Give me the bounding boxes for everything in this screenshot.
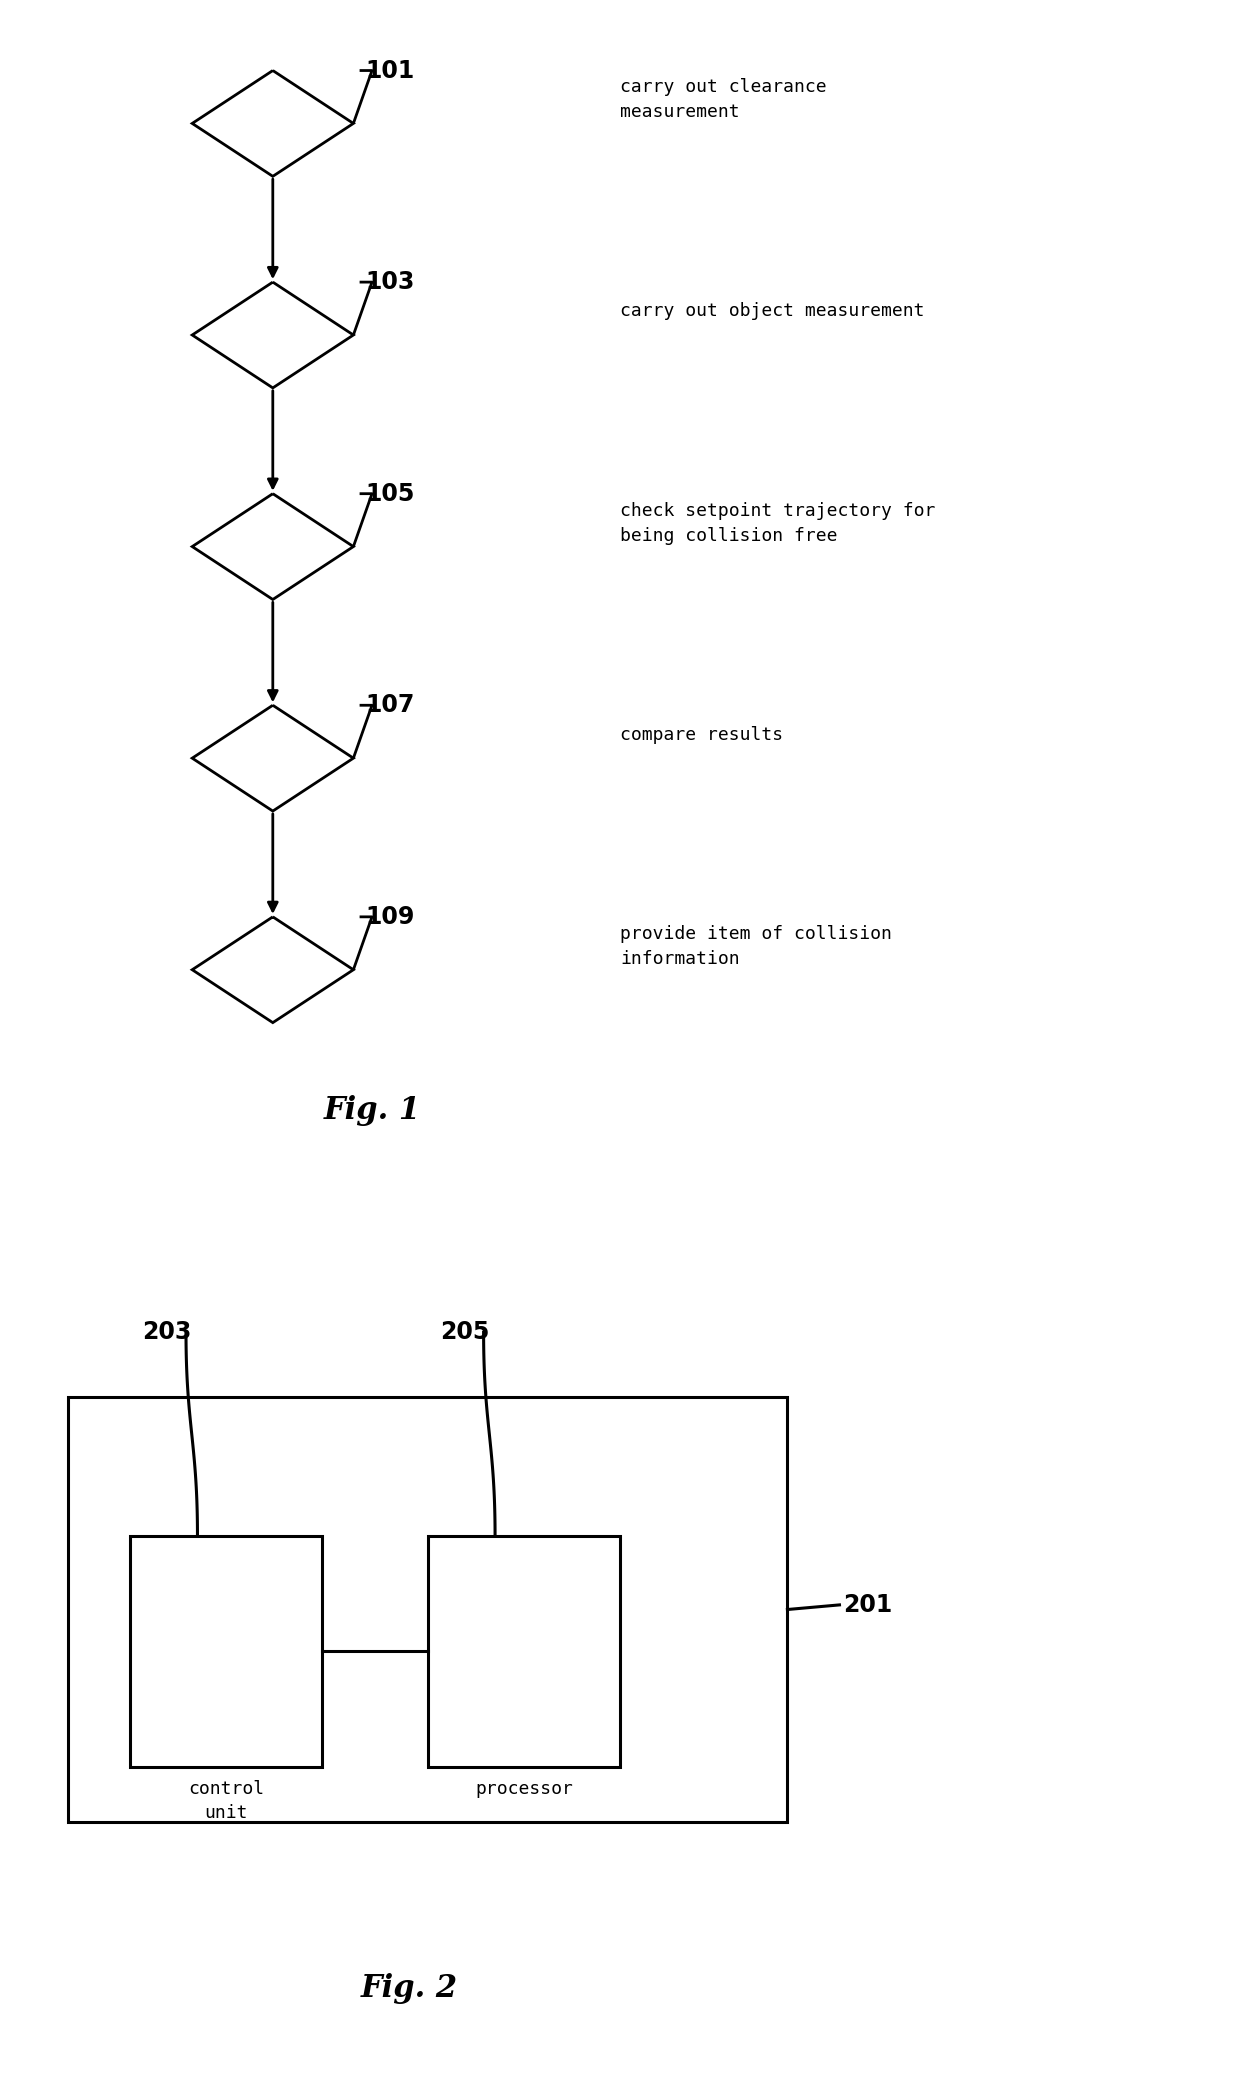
- Text: 103: 103: [366, 271, 415, 294]
- Text: compare results: compare results: [620, 726, 784, 743]
- Text: check setpoint trajectory for
being collision free: check setpoint trajectory for being coll…: [620, 502, 935, 544]
- Text: 109: 109: [366, 905, 415, 930]
- Bar: [130, 1536, 322, 1767]
- Text: provide item of collision
information: provide item of collision information: [620, 926, 892, 968]
- Text: 101: 101: [366, 59, 415, 82]
- Text: carry out clearance
measurement: carry out clearance measurement: [620, 78, 827, 122]
- Text: 105: 105: [366, 481, 415, 506]
- Text: 205: 205: [440, 1320, 490, 1345]
- Text: control
unit: control unit: [188, 1780, 264, 1822]
- Text: Fig. 1: Fig. 1: [324, 1096, 420, 1127]
- Text: 203: 203: [143, 1320, 192, 1345]
- Text: 107: 107: [366, 693, 415, 718]
- Bar: [428, 1536, 620, 1767]
- Text: 201: 201: [843, 1593, 893, 1616]
- Bar: [68, 1398, 787, 1822]
- Text: Fig. 2: Fig. 2: [361, 1973, 458, 2005]
- Text: processor: processor: [475, 1780, 573, 1799]
- Text: carry out object measurement: carry out object measurement: [620, 302, 925, 321]
